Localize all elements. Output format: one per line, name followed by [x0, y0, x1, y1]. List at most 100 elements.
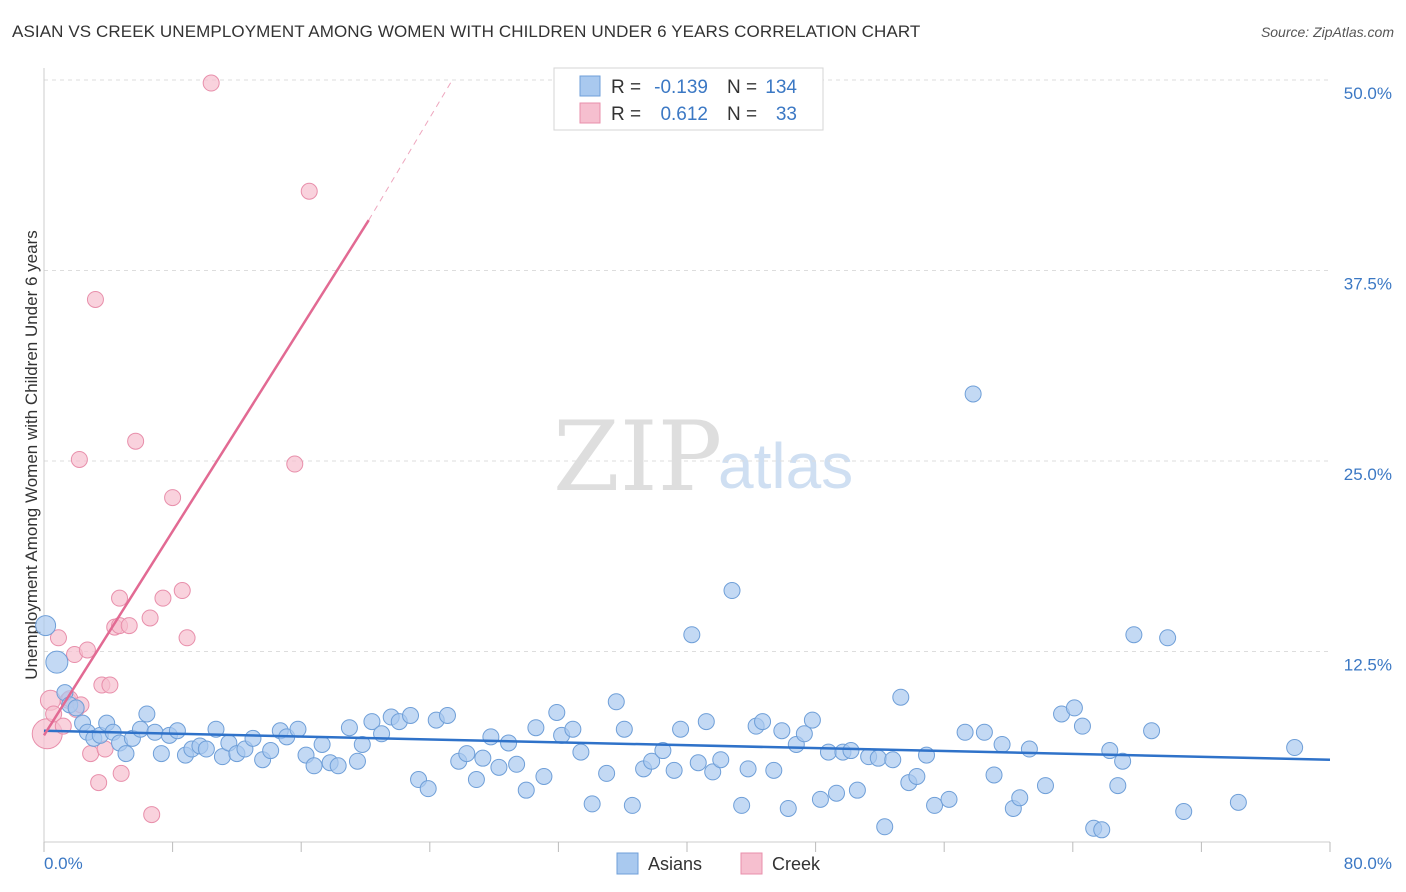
asians-point-86	[754, 713, 772, 731]
asians-point-49	[419, 780, 437, 798]
chart-title: ASIAN VS CREEK UNEMPLOYMENT AMONG WOMEN …	[12, 22, 921, 41]
asians-point-77	[683, 626, 701, 644]
asians-point-83	[733, 796, 751, 814]
creek-point-18	[112, 764, 130, 782]
asians-point-55	[474, 749, 492, 767]
legend-r-value-asians: -0.139	[654, 77, 708, 98]
asians-point-97	[842, 742, 860, 760]
asians-point-93	[811, 790, 829, 808]
asians-point-111	[975, 723, 993, 741]
legend-r-label-creek: R =	[611, 104, 641, 125]
asians-point-74	[654, 742, 672, 760]
asians-point-92	[803, 711, 821, 729]
y-tick-label-37-5: 37.5%	[1344, 275, 1392, 294]
asians-point-59	[508, 755, 526, 773]
asians-point-39	[329, 757, 347, 775]
asians-point-15	[138, 705, 156, 723]
asians-point-0	[35, 615, 57, 637]
creek-point-8	[78, 641, 96, 659]
asians-point-47	[402, 707, 420, 725]
asians-point-78	[689, 754, 707, 772]
asians-point-115	[1011, 789, 1029, 807]
asians-point-1	[45, 650, 69, 674]
asians-point-117	[1036, 777, 1054, 795]
asians-point-112	[985, 766, 1003, 784]
asians-point-84	[739, 760, 757, 778]
asians-point-122	[1093, 821, 1111, 839]
creek-point-9	[82, 745, 100, 763]
watermark-atlas: atlas	[718, 430, 853, 502]
creek-point-30	[300, 182, 318, 200]
asians-point-119	[1065, 699, 1083, 717]
asians-point-116	[1020, 740, 1038, 758]
asians-point-19	[168, 722, 186, 740]
asians-point-62	[535, 767, 553, 785]
asians-point-131	[1286, 739, 1304, 757]
asians-point-108	[940, 790, 958, 808]
asians-point-37	[313, 735, 331, 753]
legend-swatch-asians	[579, 75, 601, 97]
creek-point-17	[111, 589, 129, 607]
legend-swatch-creek	[579, 102, 601, 124]
y-tick-label-25: 25.0%	[1344, 465, 1392, 484]
asians-point-69	[607, 693, 625, 711]
asians-point-120	[1073, 717, 1091, 735]
x-tick-label-0: 0.0%	[44, 854, 83, 873]
creek-trend-line	[42, 219, 370, 736]
asians-points	[35, 385, 1304, 839]
asians-point-125	[1114, 752, 1132, 770]
asians-point-61	[527, 719, 545, 737]
asians-point-110	[964, 385, 982, 403]
creek-point-3	[49, 629, 67, 647]
asians-point-71	[623, 796, 641, 814]
asians-point-82	[723, 582, 741, 600]
asians-point-103	[892, 688, 910, 706]
creek-point-25	[173, 582, 191, 600]
series-legend-swatch-asians	[616, 852, 639, 875]
asians-point-75	[665, 761, 683, 779]
y-tick-labels: 12.5% 25.0% 37.5% 50.0%	[1344, 84, 1392, 675]
asians-point-129	[1175, 803, 1193, 821]
asians-point-41	[348, 752, 366, 770]
correlation-legend: R = -0.139 N = 134 R = 0.612 N = 33	[553, 67, 824, 131]
x-tick-label-80: 80.0%	[1344, 854, 1392, 873]
asians-point-113	[993, 735, 1011, 753]
trend-lines	[42, 79, 1331, 761]
legend-n-value-creek: 33	[776, 104, 797, 125]
asians-point-57	[490, 758, 508, 776]
asians-point-68	[598, 764, 616, 782]
asians-point-34	[289, 720, 307, 738]
creek-point-20	[127, 432, 145, 450]
asians-point-65	[564, 720, 582, 738]
creek-point-10	[86, 290, 104, 308]
asians-point-53	[458, 745, 476, 763]
watermark-zip: ZIP	[553, 401, 722, 513]
legend-r-label-asians: R =	[611, 77, 641, 98]
creek-trend-extension	[368, 79, 453, 221]
asians-point-87	[765, 761, 783, 779]
asians-point-94	[819, 743, 837, 761]
creek-point-14	[101, 676, 119, 694]
asians-point-17	[152, 745, 170, 763]
asians-point-14	[131, 720, 149, 738]
asians-point-109	[956, 723, 974, 741]
creek-point-21	[141, 609, 159, 627]
legend-r-value-creek: 0.612	[660, 104, 708, 125]
asians-point-101	[876, 818, 894, 836]
asians-point-4	[67, 699, 85, 717]
asians-point-100	[869, 749, 887, 767]
watermark: ZIP atlas	[553, 401, 853, 513]
asians-point-89	[779, 799, 797, 817]
asians-point-23	[197, 740, 215, 758]
asians-point-63	[548, 703, 566, 721]
asians-point-130	[1229, 793, 1247, 811]
asians-point-40	[340, 719, 358, 737]
asians-point-126	[1125, 626, 1143, 644]
asians-point-29	[244, 729, 262, 747]
legend-n-value-asians: 134	[765, 77, 797, 98]
x-ticks	[43, 842, 1331, 852]
creek-point-11	[90, 774, 108, 792]
asians-point-79	[697, 713, 715, 731]
asians-point-54	[467, 771, 485, 789]
